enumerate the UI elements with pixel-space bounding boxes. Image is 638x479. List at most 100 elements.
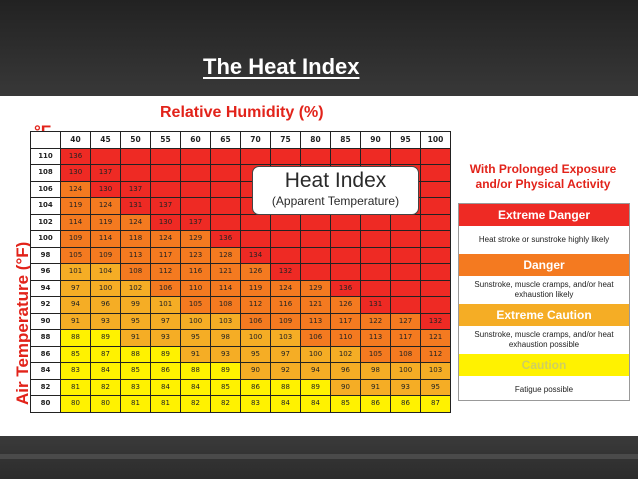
heat-index-cell: 84 xyxy=(270,395,301,413)
temperature-row: 84 83 84 85 86 88 89 90 92 94 96 98 100 103 xyxy=(30,362,451,380)
heat-index-cell: 89 xyxy=(90,329,121,347)
heat-index-cell: 112 xyxy=(240,296,271,314)
heat-index-cell: 80 xyxy=(90,395,121,413)
heat-index-cell: 124 xyxy=(270,279,301,297)
heat-index-cell: 93 xyxy=(390,378,421,396)
heat-index-cell: 109 xyxy=(270,312,301,330)
heat-index-cell: 109 xyxy=(60,230,91,248)
humidity-tick-label: 70 xyxy=(240,131,271,149)
heat-index-cell: 119 xyxy=(240,279,271,297)
extreme-danger-fill-cell xyxy=(150,147,181,165)
humidity-header-row: 40 45 50 55 60 65 70 75 80 85 90 95 100 xyxy=(30,131,451,149)
temperature-tick-label: 86 xyxy=(30,345,61,363)
heat-index-cell: 112 xyxy=(420,345,451,363)
extreme-danger-fill-cell xyxy=(390,230,421,248)
humidity-tick-label: 45 xyxy=(90,131,121,149)
humidity-tick-label: 80 xyxy=(300,131,331,149)
heat-index-cell: 113 xyxy=(300,312,331,330)
heat-index-cell: 106 xyxy=(300,329,331,347)
heat-index-cell: 85 xyxy=(210,378,241,396)
temperature-row: 102 114 119 124 130 137 xyxy=(30,213,451,231)
heat-index-cell: 117 xyxy=(150,246,181,264)
heat-index-cell: 85 xyxy=(330,395,361,413)
heat-index-cell: 98 xyxy=(210,329,241,347)
heat-index-cell: 84 xyxy=(150,378,181,396)
extreme-danger-fill-cell xyxy=(330,147,361,165)
heat-index-cell: 103 xyxy=(210,312,241,330)
temperature-row: 82 81 82 83 84 84 85 86 88 89 90 91 93 95 xyxy=(30,378,451,396)
heat-index-cell: 136 xyxy=(60,147,91,165)
heat-index-cell: 137 xyxy=(150,197,181,215)
heat-index-cell: 100 xyxy=(300,345,331,363)
heat-index-cell: 110 xyxy=(180,279,211,297)
heat-index-cell: 124 xyxy=(60,180,91,198)
temperature-row: 92 94 96 99 101 105 108 112 116 121 126 131 xyxy=(30,296,451,314)
extreme-danger-fill-cell xyxy=(330,263,361,281)
extreme-danger-fill-cell xyxy=(390,296,421,314)
heat-index-cell: 119 xyxy=(90,213,121,231)
heat-index-cell: 88 xyxy=(60,329,91,347)
heat-index-label-box: Heat Index (Apparent Temperature) xyxy=(252,166,419,215)
heat-index-cell: 93 xyxy=(90,312,121,330)
heat-index-cell: 89 xyxy=(210,362,241,380)
extreme-danger-fill-cell xyxy=(300,213,331,231)
temperature-row: 90 91 93 95 97 100 103 106 109 113 117 122 127 132 xyxy=(30,312,451,330)
extreme-danger-fill-cell xyxy=(270,213,301,231)
heat-index-cell: 137 xyxy=(120,180,151,198)
temperature-row: 98 105 109 113 117 123 128 134 xyxy=(30,246,451,264)
extreme-danger-fill-cell xyxy=(180,164,211,182)
heat-index-cell: 103 xyxy=(420,362,451,380)
heat-index-cell: 83 xyxy=(60,362,91,380)
extreme-danger-fill-cell xyxy=(210,197,241,215)
heat-index-cell: 82 xyxy=(180,395,211,413)
heat-index-cell: 137 xyxy=(180,213,211,231)
heat-index-cell: 134 xyxy=(240,246,271,264)
temperature-tick-label: 84 xyxy=(30,362,61,380)
heat-index-cell: 128 xyxy=(210,246,241,264)
extreme-danger-fill-cell xyxy=(270,246,301,264)
heat-index-cell: 82 xyxy=(210,395,241,413)
heat-index-cell: 95 xyxy=(180,329,211,347)
heat-index-cell: 92 xyxy=(270,362,301,380)
temperature-tick-label: 102 xyxy=(30,213,61,231)
extreme-danger-fill-cell xyxy=(240,230,271,248)
heat-index-cell: 87 xyxy=(420,395,451,413)
heat-index-cell: 94 xyxy=(60,296,91,314)
extreme-danger-fill-cell xyxy=(360,213,391,231)
humidity-axis-title: Relative Humidity (%) xyxy=(160,104,324,121)
heat-index-cell: 102 xyxy=(120,279,151,297)
heat-index-cell: 105 xyxy=(60,246,91,264)
heat-index-cell: 102 xyxy=(330,345,361,363)
extreme-danger-fill-cell xyxy=(330,246,361,264)
heat-index-cell: 108 xyxy=(210,296,241,314)
humidity-tick-label: 95 xyxy=(390,131,421,149)
humidity-tick-label: 100 xyxy=(420,131,451,149)
heat-index-cell: 124 xyxy=(120,213,151,231)
heat-index-cell: 96 xyxy=(90,296,121,314)
heat-index-cell: 121 xyxy=(420,329,451,347)
heat-index-cell: 100 xyxy=(240,329,271,347)
extreme-danger-fill-cell xyxy=(180,197,211,215)
legend-extreme-danger-description: Heat stroke or sunstroke highly likely xyxy=(478,235,610,244)
legend-caution-description: Fatigue possible xyxy=(514,385,574,394)
extreme-danger-fill-cell xyxy=(420,197,451,215)
extreme-danger-fill-cell xyxy=(180,147,211,165)
heat-index-cell: 114 xyxy=(60,213,91,231)
heat-index-cell: 132 xyxy=(420,312,451,330)
heat-index-cell: 116 xyxy=(180,263,211,281)
extreme-danger-fill-cell xyxy=(390,147,421,165)
heat-index-cell: 130 xyxy=(60,164,91,182)
humidity-tick-label: 55 xyxy=(150,131,181,149)
temperature-tick-label: 92 xyxy=(30,296,61,314)
humidity-tick-label: 90 xyxy=(360,131,391,149)
heat-index-cell: 118 xyxy=(120,230,151,248)
temperature-tick-label: 88 xyxy=(30,329,61,347)
extreme-danger-fill-cell xyxy=(360,147,391,165)
heat-index-cell: 81 xyxy=(120,395,151,413)
heat-index-cell: 98 xyxy=(360,362,391,380)
heat-index-cell: 106 xyxy=(150,279,181,297)
extreme-danger-fill-cell xyxy=(420,164,451,182)
extreme-danger-fill-cell xyxy=(360,230,391,248)
heat-index-cell: 104 xyxy=(90,263,121,281)
temperature-row: 88 88 89 91 93 95 98 100 103 106 110 113 117 121 xyxy=(30,329,451,347)
